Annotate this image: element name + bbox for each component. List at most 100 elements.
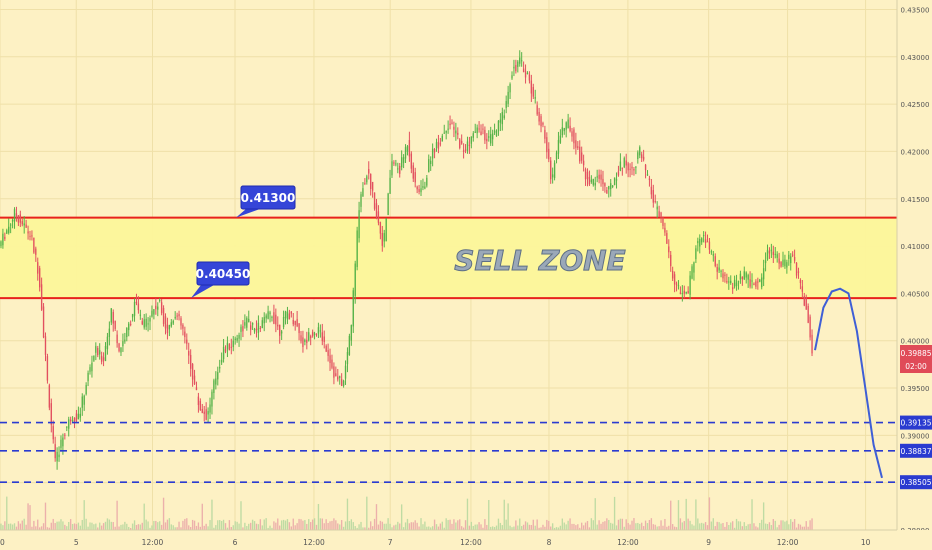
volume-bar bbox=[354, 526, 356, 530]
candle-body bbox=[110, 308, 112, 323]
volume-bar bbox=[23, 518, 25, 530]
volume-bar bbox=[735, 518, 738, 530]
candle-body bbox=[557, 139, 560, 154]
volume-bar bbox=[530, 524, 533, 530]
volume-bar bbox=[393, 525, 395, 530]
candle-body bbox=[230, 346, 232, 348]
volume-bar bbox=[757, 527, 759, 530]
x-tick-label: 5 bbox=[74, 538, 79, 547]
volume-bar bbox=[362, 527, 364, 530]
volume-bar bbox=[433, 519, 436, 530]
volume-bar bbox=[331, 520, 333, 530]
candle-body bbox=[451, 122, 453, 124]
time-axis[interactable]: 00 5 12:00 6 12:00 7 12:00 8 12:00 9 12:00 10 bbox=[0, 529, 932, 550]
candle-body bbox=[770, 249, 773, 252]
candle-body bbox=[687, 291, 689, 294]
candle-body bbox=[449, 123, 451, 126]
volume-bar bbox=[73, 523, 76, 530]
volume-bar bbox=[691, 524, 693, 530]
candle-body bbox=[66, 426, 68, 428]
volume-bar bbox=[716, 521, 718, 530]
volume-bar bbox=[108, 519, 111, 530]
candle-body bbox=[532, 87, 534, 97]
candle-body bbox=[166, 324, 169, 334]
volume-bar bbox=[540, 527, 542, 530]
volume-bar bbox=[56, 521, 58, 530]
volume-bar bbox=[515, 520, 517, 530]
candle-body bbox=[431, 148, 434, 159]
support-levels bbox=[0, 421, 897, 484]
volume-bar bbox=[538, 527, 540, 530]
volume-bar bbox=[801, 526, 804, 530]
candle-body bbox=[360, 194, 362, 207]
volume-bar bbox=[807, 526, 809, 530]
candle-body bbox=[762, 268, 765, 280]
candle-body bbox=[17, 215, 20, 223]
candle-body bbox=[195, 387, 198, 391]
candle-body bbox=[619, 161, 622, 171]
candle-body bbox=[805, 298, 807, 310]
candle-body bbox=[153, 309, 155, 315]
volume-bar bbox=[81, 519, 83, 530]
volume-bar bbox=[519, 518, 521, 530]
candle-body bbox=[168, 325, 171, 330]
candle-body bbox=[8, 226, 10, 233]
volume-bar bbox=[122, 524, 124, 530]
candle-body bbox=[64, 434, 66, 436]
candle-body bbox=[300, 335, 302, 342]
volume-bar bbox=[699, 523, 701, 530]
volume-bar bbox=[602, 521, 604, 530]
volume-bar bbox=[689, 520, 691, 530]
callout-lower[interactable]: 0.40450 bbox=[191, 261, 250, 299]
volume-bar bbox=[236, 521, 238, 530]
volume-bar bbox=[240, 501, 242, 530]
volume-bar bbox=[561, 518, 564, 530]
volume-bar bbox=[124, 521, 126, 530]
candle-body bbox=[160, 302, 163, 314]
volume-bar bbox=[639, 523, 641, 530]
candle-body bbox=[681, 293, 684, 295]
volume-bar bbox=[395, 524, 397, 530]
volume-bar bbox=[149, 527, 151, 530]
price-axis[interactable]: 0.43500 0.43000 0.42500 0.42000 0.41500 0.410… bbox=[896, 0, 932, 550]
candle-body bbox=[189, 354, 192, 369]
candle-body bbox=[108, 328, 111, 337]
candle-body bbox=[321, 332, 323, 342]
volume-bar bbox=[416, 522, 418, 530]
volume-bar bbox=[370, 521, 372, 530]
volume-bar bbox=[383, 523, 385, 530]
volume-bar bbox=[507, 503, 509, 530]
candle-body bbox=[435, 142, 438, 148]
candle-body bbox=[420, 188, 422, 193]
volume-bar bbox=[62, 521, 64, 530]
volume-bar bbox=[364, 527, 366, 530]
candle-body bbox=[286, 311, 289, 320]
volume-bar bbox=[464, 520, 467, 530]
candle-body bbox=[801, 286, 804, 292]
candle-body bbox=[389, 177, 391, 194]
y-tick-label: 0.41000 bbox=[901, 243, 930, 251]
candle-body bbox=[460, 141, 463, 144]
volume-bars bbox=[0, 496, 813, 530]
volume-bar bbox=[224, 523, 227, 530]
candle-body bbox=[234, 338, 236, 340]
volume-bar bbox=[131, 523, 134, 530]
candle-body bbox=[737, 281, 740, 283]
volume-bar bbox=[87, 526, 89, 530]
callout-upper[interactable]: 0.41300 bbox=[236, 185, 296, 218]
volume-bar bbox=[809, 520, 811, 530]
volume-bar bbox=[116, 500, 118, 530]
candle-body bbox=[540, 116, 542, 127]
volume-bar bbox=[399, 523, 401, 530]
volume-bar bbox=[480, 524, 482, 530]
candle-body bbox=[691, 266, 693, 279]
volume-bar bbox=[590, 518, 593, 530]
volume-bar bbox=[695, 499, 697, 530]
volume-bar bbox=[733, 527, 736, 530]
candle-body bbox=[530, 80, 533, 94]
volume-bar bbox=[687, 518, 689, 530]
volume-bar bbox=[412, 522, 414, 530]
volume-bar bbox=[782, 520, 784, 530]
volume-bar bbox=[646, 523, 649, 530]
